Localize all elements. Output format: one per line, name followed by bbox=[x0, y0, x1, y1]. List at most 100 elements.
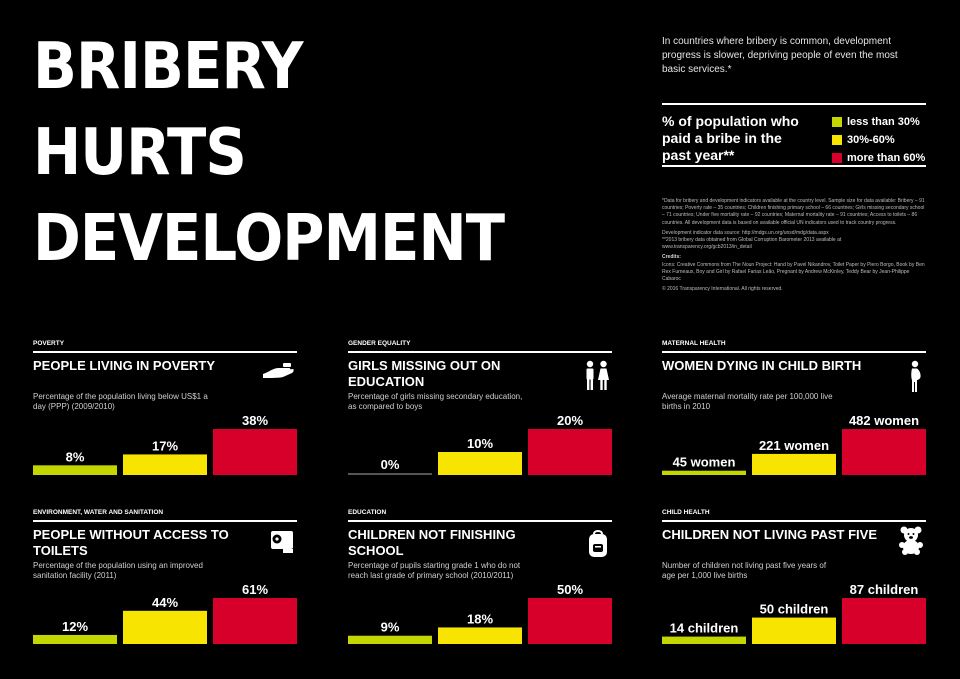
panel-divider bbox=[348, 520, 612, 522]
footnote-source-line: Development indicator data source: http:… bbox=[662, 229, 829, 236]
bar-label-0: 12% bbox=[62, 619, 88, 634]
footnotes: *Data for bribery and development indica… bbox=[662, 198, 928, 296]
bar-label-1: 50 children bbox=[760, 602, 829, 617]
panel-description: Number of children not living past five … bbox=[662, 561, 827, 580]
bar-label-1: 221 women bbox=[759, 438, 829, 453]
panel-divider bbox=[33, 520, 297, 522]
bar-0 bbox=[662, 636, 746, 644]
panel-heading: PEOPLE LIVING IN POVERTY bbox=[33, 358, 216, 373]
bar-1 bbox=[438, 452, 522, 475]
bar-label-0: 8% bbox=[66, 449, 85, 464]
bar-1 bbox=[438, 627, 522, 644]
bar-0 bbox=[348, 473, 432, 475]
panel-heading: CHILDREN NOT FINISHING SCHOOL bbox=[348, 527, 516, 558]
panel-gender-equality: GENDER EQUALITY GIRLS MISSING OUT ON EDU… bbox=[348, 340, 612, 480]
bar-label-0: 45 women bbox=[673, 455, 736, 470]
panel-category: ENVIRONMENT, WATER AND SANITATION bbox=[33, 509, 164, 516]
panel-divider bbox=[348, 351, 612, 353]
title-line-1: BRIBERY bbox=[33, 30, 303, 104]
credits-label: Credits: bbox=[662, 254, 681, 261]
bar-2 bbox=[842, 429, 926, 475]
legend-label-mid: 30%-60% bbox=[847, 134, 895, 146]
panel-education: EDUCATION CHILDREN NOT FINISHING SCHOOL … bbox=[348, 509, 612, 649]
bar-label-1: 44% bbox=[152, 595, 178, 610]
title-line-3: DEVELOPMENT bbox=[33, 202, 505, 276]
footnote-data: *Data for bribery and development indica… bbox=[662, 198, 925, 226]
panel-category: EDUCATION bbox=[348, 509, 387, 516]
legend-items: less than 30% 30%-60% more than 60% bbox=[832, 113, 926, 167]
maternal-health-bar-chart: 45 women 221 women 482 women bbox=[662, 414, 926, 475]
teddy-bear-icon bbox=[898, 525, 924, 560]
backpack-icon bbox=[586, 529, 610, 564]
panel-sanitation: ENVIRONMENT, WATER AND SANITATION PEOPLE… bbox=[33, 509, 297, 649]
legend: % of population who paid a bribe in the … bbox=[662, 103, 926, 167]
panel-heading: WOMEN DYING IN CHILD BIRTH bbox=[662, 358, 862, 373]
panel-poverty: POVERTY PEOPLE LIVING IN POVERTY Percent… bbox=[33, 340, 297, 480]
legend-swatch-high bbox=[832, 153, 842, 163]
bar-2 bbox=[842, 598, 926, 644]
bar-label-0: 9% bbox=[381, 620, 400, 635]
panel-description: Percentage of the population living belo… bbox=[33, 392, 208, 411]
bar-1 bbox=[752, 617, 836, 644]
bar-label-1: 18% bbox=[467, 611, 493, 626]
pregnant-icon bbox=[906, 360, 924, 399]
bar-0 bbox=[348, 635, 432, 644]
sanitation-bar-chart: 12% 44% 61% bbox=[33, 583, 297, 644]
credits-text: Icons: Creative Commons from The Noun Pr… bbox=[662, 261, 925, 283]
bar-2 bbox=[213, 598, 297, 644]
bar-0 bbox=[33, 465, 117, 475]
bar-label-0: 0% bbox=[381, 457, 400, 472]
panel-divider bbox=[33, 351, 297, 353]
legend-swatch-mid bbox=[832, 135, 842, 145]
title-line-2: HURTS bbox=[33, 116, 247, 190]
panel-heading: GIRLS MISSING OUT ON EDUCATION bbox=[348, 358, 501, 389]
legend-item-low: less than 30% bbox=[832, 113, 926, 131]
toilet-paper-icon bbox=[269, 529, 295, 560]
bar-2 bbox=[528, 598, 612, 644]
gender-equality-bar-chart: 0% 10% 20% bbox=[348, 414, 612, 475]
panel-category: MATERNAL HEALTH bbox=[662, 340, 726, 347]
bar-label-2: 50% bbox=[557, 583, 583, 597]
legend-item-high: more than 60% bbox=[832, 149, 926, 167]
intro-text: In countries where bribery is common, de… bbox=[662, 36, 898, 75]
panel-category: POVERTY bbox=[33, 340, 65, 347]
infographic-title: BRIBERY HURTS DEVELOPMENT bbox=[33, 24, 633, 282]
bar-1 bbox=[123, 610, 207, 644]
panel-child-health: CHILD HEALTH CHILDREN NOT LIVING PAST FI… bbox=[662, 509, 926, 649]
panel-description: Percentage of girls missing secondary ed… bbox=[348, 392, 523, 411]
bar-label-2: 61% bbox=[242, 583, 268, 597]
panel-category: CHILD HEALTH bbox=[662, 509, 710, 516]
footnote-source: Development indicator data source: http:… bbox=[662, 230, 928, 252]
panel-description: Average maternal mortality rate per 100,… bbox=[662, 392, 833, 411]
panel-divider bbox=[662, 351, 926, 353]
bar-label-1: 17% bbox=[152, 438, 178, 453]
bar-label-2: 38% bbox=[242, 414, 268, 428]
copyright: © 2016 Transparency International. All r… bbox=[662, 286, 783, 293]
legend-label-high: more than 60% bbox=[847, 152, 926, 164]
panel-heading: CHILDREN NOT LIVING PAST FIVE bbox=[662, 527, 877, 542]
panel-category: GENDER EQUALITY bbox=[348, 340, 411, 347]
poverty-bar-chart: 8% 17% 38% bbox=[33, 414, 297, 475]
hand-icon bbox=[261, 360, 295, 385]
panel-description: Percentage of the population using an im… bbox=[33, 561, 203, 580]
bar-label-0: 14 children bbox=[670, 621, 739, 636]
bar-1 bbox=[752, 453, 836, 475]
panel-heading: PEOPLE WITHOUT ACCESS TO TOILETS bbox=[33, 527, 229, 558]
child-health-bar-chart: 14 children 50 children 87 children bbox=[662, 583, 926, 644]
panel-divider bbox=[662, 520, 926, 522]
education-bar-chart: 9% 18% 50% bbox=[348, 583, 612, 644]
legend-title: % of population who paid a bribe in the … bbox=[662, 113, 799, 163]
panel-maternal-health: MATERNAL HEALTH WOMEN DYING IN CHILD BIR… bbox=[662, 340, 926, 480]
footnote-bribery-source: **2013 bribery data obtained from Global… bbox=[662, 237, 842, 251]
legend-label-low: less than 30% bbox=[847, 116, 920, 128]
legend-item-mid: 30%-60% bbox=[832, 131, 926, 149]
bar-2 bbox=[213, 429, 297, 475]
boy-and-girl-icon bbox=[584, 360, 610, 397]
bar-2 bbox=[528, 429, 612, 475]
credits: Credits: Icons: Creative Commons from Th… bbox=[662, 254, 928, 283]
bar-0 bbox=[662, 470, 746, 475]
bar-label-2: 20% bbox=[557, 414, 583, 428]
bar-label-2: 482 women bbox=[849, 414, 919, 428]
bar-1 bbox=[123, 454, 207, 475]
bar-label-2: 87 children bbox=[850, 583, 919, 597]
